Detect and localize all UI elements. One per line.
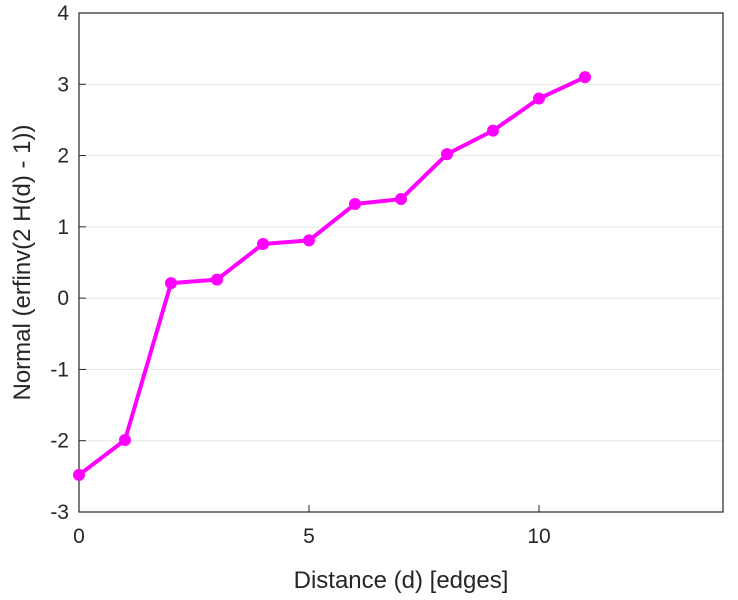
data-point [165, 277, 177, 290]
data-point [533, 92, 545, 105]
y-tick-label: 4 [57, 2, 69, 25]
plot-area [78, 12, 724, 513]
x-tick-label: 5 [303, 525, 315, 548]
series-line [77, 75, 587, 477]
y-tick-label: 1 [57, 216, 69, 239]
data-point [395, 193, 407, 206]
data-point [349, 198, 361, 211]
x-axis-label: Distance (d) [edges] [294, 567, 509, 594]
data-point [211, 273, 223, 286]
data-point [487, 124, 499, 137]
y-tick-label: 0 [57, 287, 69, 310]
y-tick-label: -2 [50, 430, 69, 453]
axis-ticks: -3 -2 -1 0 1 2 3 4 0 5 10 [50, 2, 550, 548]
data-point [73, 468, 85, 481]
data-point [579, 71, 591, 84]
data-point [257, 237, 269, 250]
y-tick-label: -3 [50, 501, 69, 524]
data-point [303, 234, 315, 247]
y-tick-label: 3 [57, 73, 69, 96]
data-point [441, 148, 453, 161]
x-tick-label: 10 [527, 525, 550, 548]
y-tick-label: 2 [57, 145, 69, 168]
x-tick-label: 0 [73, 525, 85, 548]
y-axis-label: Normal (erfinv(2 H(d) - 1)) [9, 124, 36, 400]
data-series [73, 71, 591, 481]
y-tick-label: -1 [50, 358, 69, 381]
gridlines [79, 83, 723, 442]
data-point [119, 434, 131, 447]
